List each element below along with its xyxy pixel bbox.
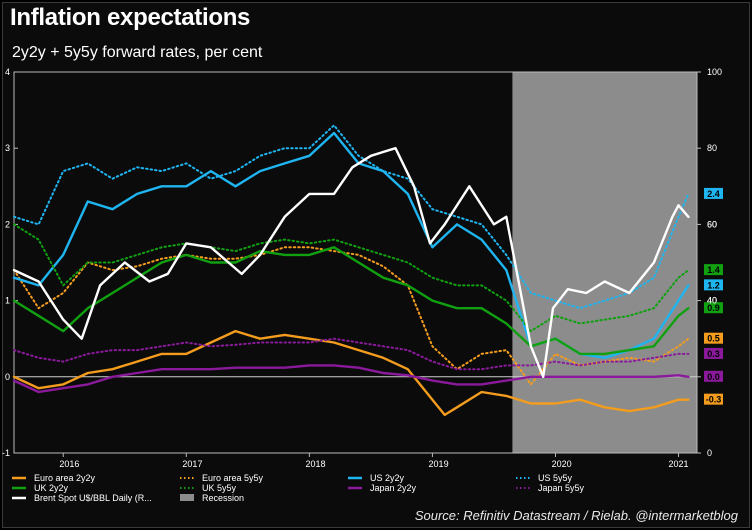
- brent-axis-label: 60: [707, 219, 717, 229]
- x-tick-label: 2018: [305, 459, 325, 469]
- left-tick-label: 1: [5, 296, 10, 306]
- end-value-box: [704, 370, 723, 382]
- end-value-label: 1.2: [707, 280, 720, 290]
- left-tick-label: 0: [5, 372, 10, 382]
- legend-label: Euro area 2y2y: [34, 473, 96, 483]
- end-value-label: 0.3: [707, 349, 720, 359]
- end-value-box: [704, 279, 723, 291]
- legend-label: UK 5y5y: [202, 483, 237, 493]
- end-value-box: [704, 332, 723, 344]
- series-line-uk-5y5y: [13, 223, 690, 333]
- end-value-box: [704, 347, 723, 359]
- left-tick-label: 4: [5, 67, 10, 77]
- recession-band: [512, 72, 697, 453]
- right-tick-label: 60: [707, 219, 717, 229]
- end-value-box: [704, 187, 723, 199]
- end-value-label: 0.0: [707, 372, 720, 382]
- end-value-label: 1.4: [707, 265, 720, 275]
- legend-label: Recession: [202, 493, 244, 503]
- legend-label: Japan 5y5y: [538, 483, 585, 493]
- left-tick-label: 3: [5, 143, 10, 153]
- series-line-japan-5y5y: [13, 337, 690, 371]
- chart-subtitle: 2y2y + 5y5y forward rates, per cent: [12, 44, 263, 61]
- end-value-label: -0.3: [706, 395, 722, 405]
- end-value-label: 2.4: [707, 189, 720, 199]
- end-value-label: 0.9: [707, 303, 720, 313]
- series-line-uk-2y2y: [12, 246, 690, 356]
- chart-title: Inflation expectations: [10, 4, 251, 31]
- x-tick-label: 2021: [669, 459, 689, 469]
- brent-axis-label: 40: [707, 296, 717, 306]
- x-tick-label: 2019: [429, 459, 449, 469]
- right-tick-label: 80: [707, 143, 717, 153]
- legend-label: Japan 2y2y: [370, 483, 417, 493]
- right-tick-label: 40: [707, 296, 717, 306]
- legend-label: US 5y5y: [538, 473, 573, 483]
- source-note: Source: Refinitiv Datastream / Rielab. @…: [414, 508, 738, 523]
- x-tick-label: 2020: [552, 459, 572, 469]
- left-tick-label: 2: [5, 219, 10, 229]
- end-value-box: [704, 393, 723, 405]
- x-tick-label: 2016: [59, 459, 79, 469]
- legend-swatch: [180, 494, 194, 501]
- end-value-label: 0.5: [707, 334, 720, 344]
- legend-label: UK 2y2y: [34, 483, 69, 493]
- legend-label: Brent Spot U$/BBL Daily (R...: [34, 493, 152, 503]
- legend-label: US 2y2y: [370, 473, 405, 483]
- right-tick-label: 0: [707, 448, 712, 458]
- series-line-us-5y5y: [13, 124, 690, 310]
- end-value-box: [704, 264, 723, 276]
- series-line-japan-2y2y: [12, 364, 690, 394]
- x-tick-label: 2017: [182, 459, 202, 469]
- legend-label: Euro area 5y5y: [202, 473, 264, 483]
- series-line-euro-area-2y2y: [12, 329, 690, 417]
- right-tick-label: 100: [707, 67, 722, 77]
- series-line-brent-spot-u-bbl-daily-r-: [12, 147, 690, 378]
- plot-border: [13, 71, 698, 454]
- end-value-box: [704, 302, 723, 314]
- left-tick-label: -1: [2, 448, 10, 458]
